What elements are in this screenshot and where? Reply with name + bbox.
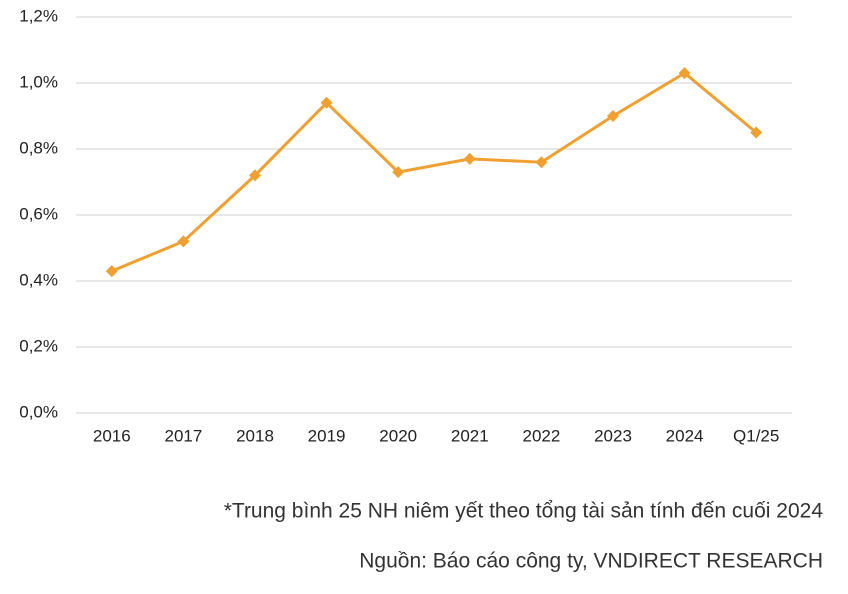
marker (177, 235, 190, 248)
y-tick-label: 0,6% (19, 204, 58, 223)
x-tick-label: 2016 (93, 426, 131, 445)
marker (535, 156, 548, 169)
x-tick-label: 2022 (522, 426, 560, 445)
x-tick-label: 2017 (164, 426, 202, 445)
marker (392, 166, 405, 179)
x-tick-label: 2018 (236, 426, 274, 445)
marker (463, 152, 476, 165)
y-tick-label: 0,8% (19, 138, 58, 157)
marker (678, 67, 691, 80)
source: Nguồn: Báo cáo công ty, VNDIRECT RESEARC… (359, 550, 823, 573)
x-tick-label: 2021 (451, 426, 489, 445)
y-tick-label: 0,4% (19, 270, 58, 289)
marker (249, 169, 261, 182)
x-tick-label: Q1/25 (733, 426, 779, 445)
x-tick-label: 2020 (379, 426, 417, 445)
footnote: *Trung bình 25 NH niêm yết theo tổng tài… (224, 500, 824, 523)
y-tick-label: 1,2% (19, 6, 58, 25)
y-tick-label: 1,0% (19, 72, 58, 91)
y-tick-label: 0,0% (19, 402, 58, 421)
marker (320, 96, 333, 109)
x-tick-label: 2024 (666, 426, 704, 445)
y-tick-label: 0,2% (19, 336, 58, 355)
marker (750, 126, 763, 139)
x-tick-label: 2019 (308, 426, 346, 445)
x-tick-label: 2023 (594, 426, 632, 445)
marker (105, 265, 118, 278)
marker (607, 110, 619, 122)
line (111, 71, 758, 273)
